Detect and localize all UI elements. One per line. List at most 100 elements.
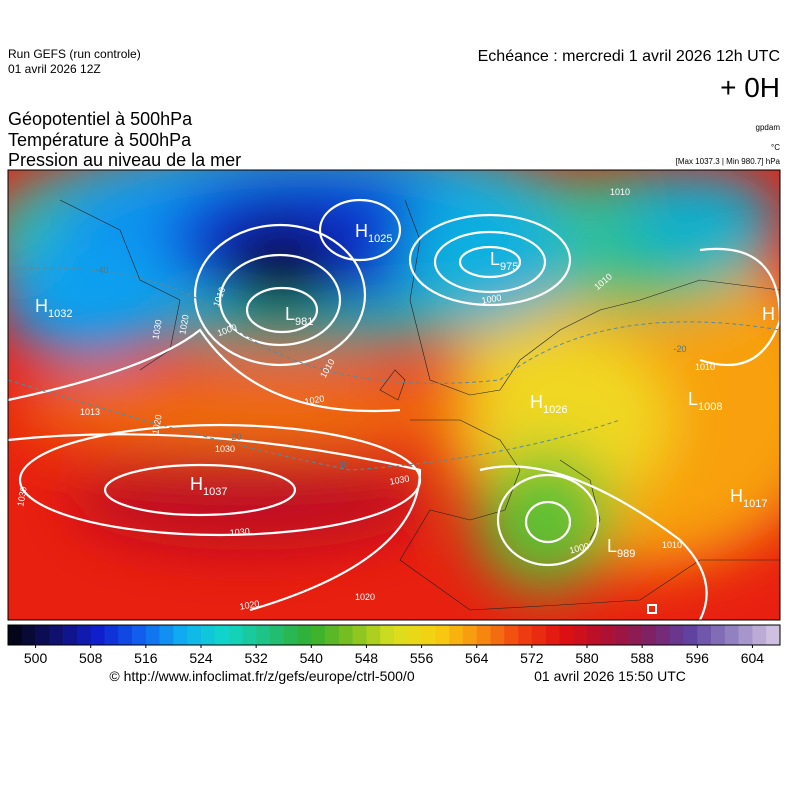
colorbar-swatch [173, 625, 188, 645]
isotherm-label: -30 [335, 460, 348, 470]
colorbar-swatch [766, 625, 781, 645]
colorbar-tick-label: 540 [300, 650, 324, 666]
center-letter: H [730, 486, 743, 506]
isobar-label: 1010 [695, 362, 715, 372]
colorbar-tick-label: 500 [24, 650, 48, 666]
colorbar-swatch [201, 625, 216, 645]
colorbar-swatch [421, 625, 436, 645]
colorbar-swatch [325, 625, 340, 645]
colorbar-tick-label: 532 [244, 650, 268, 666]
colorbar-swatch [724, 625, 739, 645]
title-temperature: Température à 500hPa [8, 130, 192, 150]
colorbar-tick-label: 516 [134, 650, 158, 666]
colorbar-swatch [545, 625, 560, 645]
center-letter: H [35, 296, 48, 316]
generated-date: 01 avril 2026 15:50 UTC [534, 668, 686, 684]
center-value: 1008 [698, 401, 722, 413]
colorbar-swatch [35, 625, 50, 645]
colorbar-swatch [214, 625, 229, 645]
colorbar-swatch [559, 625, 574, 645]
colorbar-swatch [311, 625, 326, 645]
colorbar-swatch [738, 625, 753, 645]
pressure-center: H1026 [530, 392, 567, 416]
isobar-label: 1020 [239, 598, 260, 611]
pressure-center: L975 [490, 249, 518, 273]
isotherms [8, 267, 780, 471]
pressure-center: H1025 [355, 221, 392, 245]
isobar-label: 1020 [355, 592, 375, 602]
colorbar-swatch [187, 625, 202, 645]
isobar-label: 1000 [481, 292, 502, 305]
pressure-center: L981 [285, 304, 313, 328]
colorbar-tick-label: 524 [189, 650, 213, 666]
center-value: 1037 [203, 486, 227, 498]
center-letter: L [688, 389, 698, 409]
colorbar-swatch [614, 625, 629, 645]
center-letter: H [530, 392, 543, 412]
pressure-center: L1008 [688, 389, 723, 413]
isobar-label: 1020 [304, 393, 325, 406]
colorbar-swatch [76, 625, 92, 645]
center-value: 1032 [48, 308, 72, 320]
colorbar-swatch [380, 625, 395, 645]
colorbar-swatch [132, 625, 147, 645]
colorbar-swatch [697, 625, 712, 645]
center-letter: L [285, 304, 295, 324]
colorbar-swatch [587, 625, 602, 645]
colorbar-swatch [531, 625, 546, 645]
colorbar-swatch [711, 625, 726, 645]
isotherm-label: -40 [95, 265, 108, 275]
unit-hpa: [Max 1037.3 | Min 980.7] hPa [676, 157, 781, 166]
isobar-label: 1010 [610, 187, 630, 197]
center-value: 981 [295, 316, 313, 328]
coastlines [59, 199, 780, 611]
center-value: 989 [617, 548, 635, 560]
unit-gpdam: gpdam [756, 123, 781, 132]
colorbar-swatch [655, 625, 671, 645]
pressure-center: H1037 [190, 474, 227, 498]
colorbar-swatch [21, 625, 36, 645]
center-value: 975 [500, 261, 518, 273]
colorbar-swatch [407, 625, 422, 645]
center-letter: H [190, 474, 203, 494]
pressure-center: H1032 [35, 296, 72, 320]
colorbar-swatch [366, 625, 381, 645]
colorbar-swatch [118, 625, 133, 645]
colorbar-swatch [90, 625, 105, 645]
source-url: © http://www.infoclimat.fr/z/gefs/europe… [109, 668, 414, 684]
valid-time: Echéance : mercredi 1 avril 2026 12h UTC [478, 48, 780, 65]
colorbar-swatch [256, 625, 271, 645]
colorbar-swatch [504, 625, 519, 645]
center-value: 1026 [543, 404, 567, 416]
colorbar-swatch [752, 625, 767, 645]
colorbar-swatch [683, 625, 698, 645]
pressure-center: H [762, 304, 775, 324]
colorbar-swatch [476, 625, 491, 645]
colorbar-frame [7, 624, 781, 646]
colorbar-tick-label: 604 [741, 650, 765, 666]
pressure-center: H1017 [730, 486, 767, 510]
center-value: 1017 [743, 498, 767, 510]
colorbar-swatch [242, 625, 257, 645]
isobar-label: 1013 [80, 407, 100, 417]
title-pressure: Pression au niveau de la mer [8, 150, 241, 170]
colorbar-swatch [449, 625, 464, 645]
lead-time: + 0H [720, 72, 780, 103]
colorbar-swatch [462, 625, 478, 645]
colorbar-tick-label: 596 [686, 650, 710, 666]
map-frame [7, 169, 781, 621]
colorbar-swatch [269, 625, 285, 645]
colorbar-swatch [352, 625, 367, 645]
colorbar-swatch [63, 625, 78, 645]
center-letter: H [762, 304, 775, 324]
run-date: 01 avril 2026 12Z [8, 62, 101, 76]
colorbar-swatch [435, 625, 450, 645]
center-letter: H [355, 221, 368, 241]
colorbar-swatch [394, 625, 409, 645]
colorbar-swatch [297, 625, 312, 645]
colorbar-swatch [283, 625, 298, 645]
isobar-label: 1030 [229, 526, 250, 538]
colorbar-tick-label: 556 [410, 650, 434, 666]
colorbar-swatch [49, 625, 64, 645]
